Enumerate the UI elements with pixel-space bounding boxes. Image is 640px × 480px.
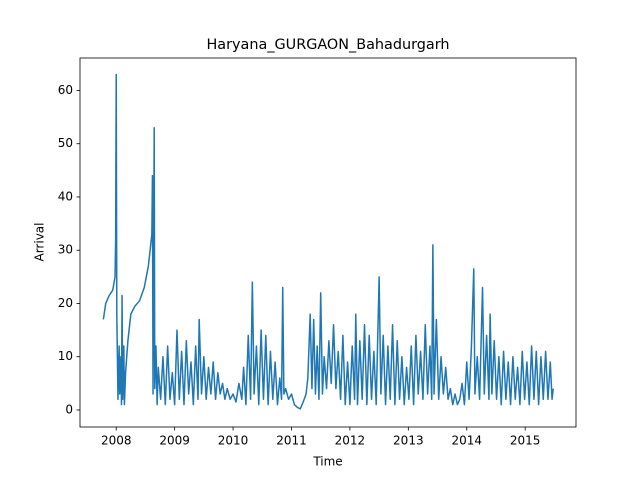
x-tick-label: 2014	[451, 434, 482, 448]
chart-title: Haryana_GURGAON_Bahadurgarh	[206, 37, 449, 53]
x-tick-label: 2013	[393, 434, 424, 448]
y-tick-label: 60	[58, 83, 73, 97]
y-tick-label: 0	[65, 402, 73, 416]
x-tick-label: 2015	[510, 434, 541, 448]
y-tick-label: 50	[58, 136, 73, 150]
y-tick-label: 30	[58, 243, 73, 257]
x-tick-label: 2010	[218, 434, 249, 448]
y-axis-label: Arrival	[33, 223, 47, 262]
x-tick-label: 2011	[276, 434, 307, 448]
x-tick-label: 2009	[159, 434, 190, 448]
y-tick-label: 10	[58, 349, 73, 363]
plot-frame	[79, 57, 577, 428]
y-tick-label: 20	[58, 296, 73, 310]
x-tick-label: 2012	[335, 434, 366, 448]
series-line	[102, 73, 554, 410]
x-axis-label: Time	[312, 455, 342, 469]
y-tick-label: 40	[58, 189, 73, 203]
x-tick-label: 2008	[101, 434, 132, 448]
